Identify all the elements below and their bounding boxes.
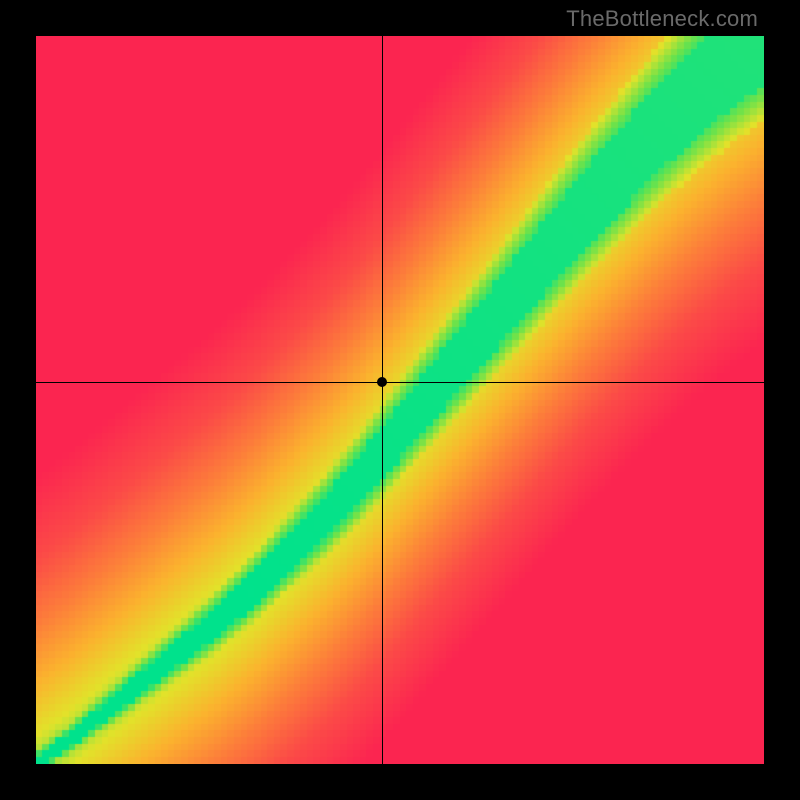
heatmap-canvas xyxy=(36,36,764,764)
heatmap-plot xyxy=(36,36,764,764)
crosshair-vertical xyxy=(382,36,383,764)
watermark-text: TheBottleneck.com xyxy=(566,6,758,32)
crosshair-horizontal xyxy=(36,382,764,383)
marker-dot xyxy=(377,377,387,387)
